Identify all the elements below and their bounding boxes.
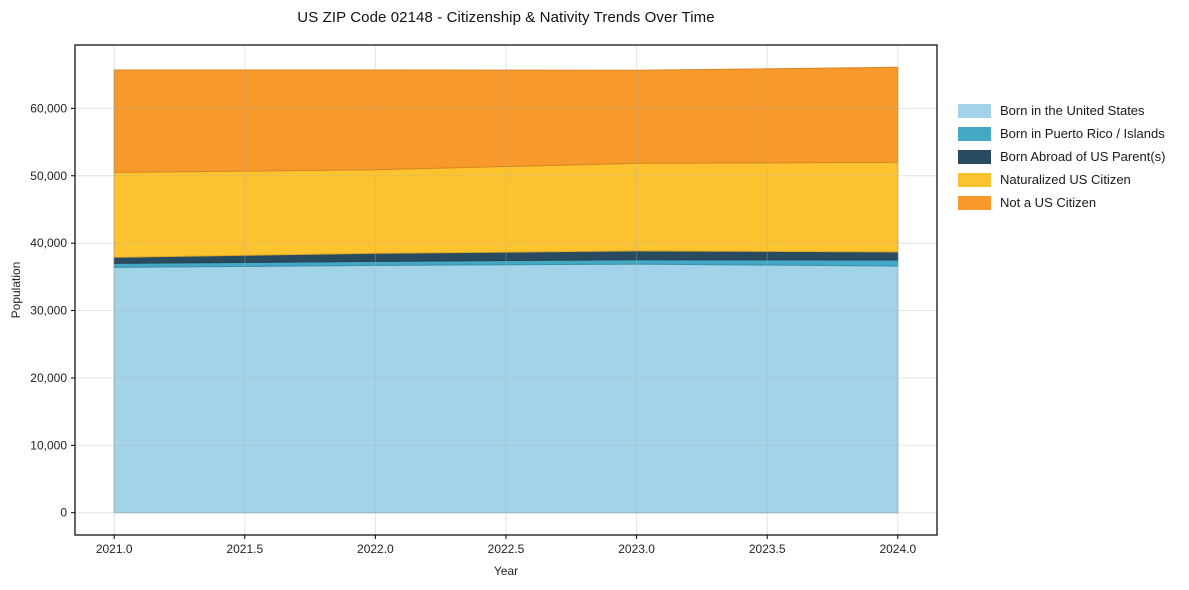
x-axis-label: Year <box>493 564 519 578</box>
y-tick-label: 0 <box>60 506 67 520</box>
y-tick-label: 20,000 <box>30 371 67 385</box>
y-axis-label: Population <box>9 261 23 319</box>
legend-item: Born in Puerto Rico / Islands <box>958 127 1165 141</box>
gridlines <box>75 45 937 535</box>
legend-item: Naturalized US Citizen <box>958 173 1165 187</box>
legend-label: Naturalized US Citizen <box>1000 172 1131 187</box>
chart-title: US ZIP Code 02148 - Citizenship & Nativi… <box>297 9 715 26</box>
area-layers <box>113 66 899 514</box>
x-tick-label: 2023.5 <box>749 542 786 556</box>
legend-swatch-puerto-rico <box>958 127 991 141</box>
legend-label: Born in the United States <box>1000 103 1145 118</box>
legend-label: Born in Puerto Rico / Islands <box>1000 126 1165 141</box>
legend-swatch-born-abroad <box>958 150 991 164</box>
axis-ticks: 0 10,000 20,000 30,000 40,000 50,000 60,000 202… <box>30 101 916 556</box>
x-tick-label: 2022.0 <box>357 542 394 556</box>
x-tick-label: 2021.5 <box>226 542 263 556</box>
legend-item: Born in the United States <box>958 104 1165 118</box>
legend-item: Not a US Citizen <box>958 196 1165 210</box>
legend-swatch-not-citizen <box>958 196 991 210</box>
x-tick-label: 2022.5 <box>488 542 525 556</box>
legend-item: Born Abroad of US Parent(s) <box>958 150 1165 164</box>
y-tick-label: 10,000 <box>30 438 67 452</box>
legend-label: Born Abroad of US Parent(s) <box>1000 149 1166 164</box>
y-tick-label: 30,000 <box>30 304 67 318</box>
legend-swatch-born-us <box>958 104 991 118</box>
legend-label: Not a US Citizen <box>1000 195 1097 210</box>
legend: Born in the United States Born in Puerto… <box>958 104 1165 219</box>
x-tick-label: 2021.0 <box>96 542 133 556</box>
area-series-4 <box>113 66 899 173</box>
y-tick-label: 50,000 <box>30 169 67 183</box>
x-tick-label: 2024.0 <box>879 542 916 556</box>
x-tick-label: 2023.0 <box>618 542 655 556</box>
y-tick-label: 60,000 <box>30 101 67 115</box>
legend-swatch-naturalized <box>958 173 991 187</box>
y-tick-label: 40,000 <box>30 236 67 250</box>
